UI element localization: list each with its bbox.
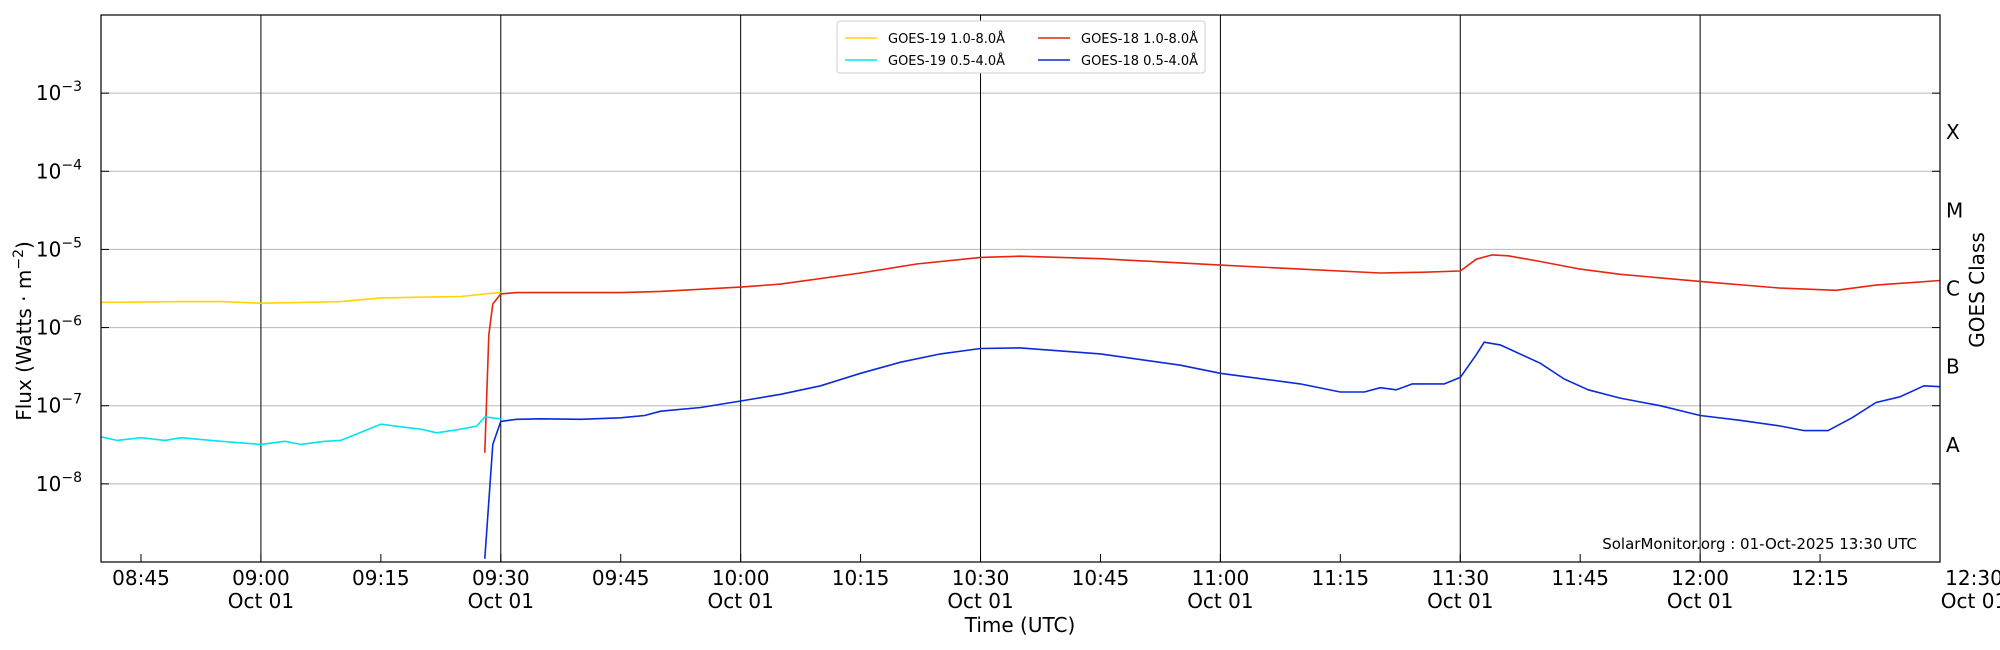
goes-class-label: B bbox=[1946, 355, 1960, 379]
x-tick-label: 12:30 bbox=[1945, 566, 2000, 590]
series-line bbox=[100, 291, 501, 304]
legend-label: GOES-18 1.0-8.0Å bbox=[1081, 31, 1198, 47]
y-tick-base: 10 bbox=[36, 394, 61, 418]
y-tick-label: 10−6 bbox=[36, 314, 82, 340]
y-tick-label: 10−8 bbox=[36, 470, 82, 496]
y-tick-exponent: −6 bbox=[61, 314, 82, 330]
y-axis-title-close: ) bbox=[12, 241, 36, 249]
y-axis-title: Flux (Watts · m−2) bbox=[11, 241, 36, 421]
y-axis-title-exponent: −2 bbox=[11, 249, 27, 270]
goes-class-label: A bbox=[1946, 433, 1960, 457]
x-tick-label: 09:45 bbox=[592, 566, 650, 590]
goes-class-label: M bbox=[1946, 198, 1963, 222]
right-axis-title: GOES Class bbox=[1965, 232, 1989, 348]
credit-text: SolarMonitor.org : 01-Oct-2025 13:30 UTC bbox=[1602, 535, 1917, 553]
x-tick-label: 11:15 bbox=[1312, 566, 1370, 590]
y-tick-exponent: −3 bbox=[61, 79, 82, 95]
y-tick-label: 10−7 bbox=[36, 392, 82, 418]
goes-class-label: X bbox=[1946, 120, 1960, 144]
x-tick-label: 10:30 bbox=[952, 566, 1010, 590]
y-tick-base: 10 bbox=[36, 81, 61, 105]
x-tick-label: 10:00 bbox=[712, 566, 770, 590]
series-line bbox=[100, 416, 501, 446]
x-tick-label: 12:15 bbox=[1791, 566, 1849, 590]
legend: GOES-19 1.0-8.0Å GOES-19 0.5-4.0Å GOES-18 … bbox=[836, 20, 1206, 74]
goes-class-labels: A B C M X bbox=[1946, 120, 1963, 457]
x-tick-label: 11:45 bbox=[1551, 566, 1609, 590]
x-tick-label: 09:30 bbox=[472, 566, 530, 590]
legend-box bbox=[836, 20, 1206, 74]
x-tick-label: 09:15 bbox=[352, 566, 410, 590]
y-tick-base: 10 bbox=[36, 472, 61, 496]
goes-class-label: C bbox=[1946, 277, 1960, 301]
x-axis-title: Time (UTC) bbox=[964, 613, 1076, 637]
x-tick-date-label: Oct 01 bbox=[707, 589, 773, 613]
series-lines bbox=[100, 254, 1941, 559]
x-tick-label: 11:30 bbox=[1431, 566, 1489, 590]
x-tick-date-label: Oct 01 bbox=[1187, 589, 1253, 613]
x-tick-date-label: Oct 01 bbox=[1667, 589, 1733, 613]
y-tick-base: 10 bbox=[36, 316, 61, 340]
x-tick-date-label: Oct 01 bbox=[1427, 589, 1493, 613]
y-tick-exponent: −5 bbox=[61, 235, 82, 251]
x-tick-label: 08:45 bbox=[112, 566, 170, 590]
y-axis-title-main: Flux (Watts · m bbox=[12, 270, 36, 421]
y-tick-base: 10 bbox=[36, 237, 61, 261]
y-tick-exponent: −4 bbox=[61, 157, 82, 173]
x-tick-label: 12:00 bbox=[1671, 566, 1729, 590]
grid bbox=[101, 15, 1941, 562]
y-tick-label: 10−5 bbox=[36, 235, 82, 261]
y-tick-label: 10−3 bbox=[36, 79, 82, 105]
plot-frame bbox=[100, 14, 1941, 563]
y-tick-base: 10 bbox=[36, 159, 61, 183]
x-tick-label: 10:15 bbox=[832, 566, 890, 590]
y-tick-exponent: −8 bbox=[61, 470, 82, 486]
x-tick-date-label: Oct 01 bbox=[228, 589, 294, 613]
legend-label: GOES-18 0.5-4.0Å bbox=[1081, 53, 1198, 69]
y-tick-label: 10−4 bbox=[36, 157, 82, 183]
x-tick-label: 09:00 bbox=[232, 566, 290, 590]
legend-label: GOES-19 0.5-4.0Å bbox=[888, 53, 1005, 69]
x-tick-date-label: Oct 01 bbox=[1941, 589, 2000, 613]
x-tick-label: 11:00 bbox=[1192, 566, 1250, 590]
series-line bbox=[484, 341, 1941, 559]
series-line bbox=[484, 254, 1941, 453]
x-tick-label: 10:45 bbox=[1072, 566, 1130, 590]
x-tick-date-label: Oct 01 bbox=[947, 589, 1013, 613]
legend-label: GOES-19 1.0-8.0Å bbox=[888, 31, 1005, 47]
x-tick-date-label: Oct 01 bbox=[468, 589, 534, 613]
y-tick-exponent: −7 bbox=[61, 392, 82, 408]
